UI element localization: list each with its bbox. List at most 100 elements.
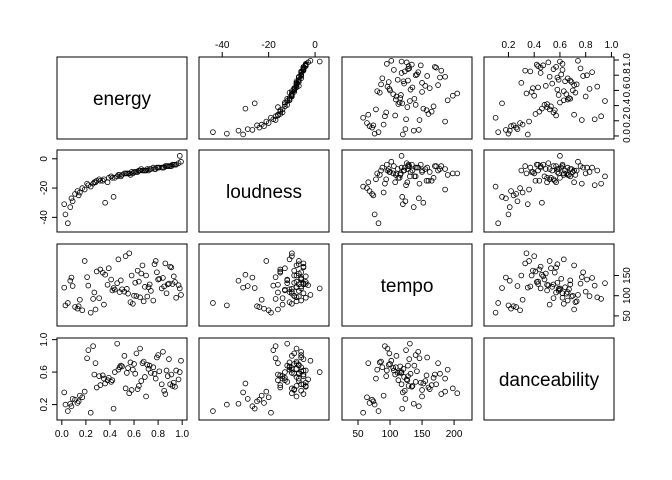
point xyxy=(571,306,577,313)
point xyxy=(514,283,521,289)
point xyxy=(268,409,274,416)
point xyxy=(506,127,513,134)
point xyxy=(545,282,552,289)
point xyxy=(124,370,130,376)
point xyxy=(570,292,576,299)
point xyxy=(531,170,537,177)
point xyxy=(508,188,514,194)
point xyxy=(433,381,439,388)
point xyxy=(132,370,139,377)
point xyxy=(602,173,608,180)
point xyxy=(523,170,530,177)
point xyxy=(97,382,104,388)
point xyxy=(109,377,116,384)
point xyxy=(138,270,145,277)
point xyxy=(366,188,373,194)
point xyxy=(406,356,413,362)
point xyxy=(432,64,438,70)
point xyxy=(364,185,370,191)
point xyxy=(522,67,528,74)
point xyxy=(510,303,517,310)
point xyxy=(492,114,499,121)
point xyxy=(116,172,123,178)
point xyxy=(272,343,279,349)
point xyxy=(369,396,375,403)
point xyxy=(517,307,523,314)
point xyxy=(282,369,288,375)
point xyxy=(108,379,114,385)
point xyxy=(503,195,509,202)
point xyxy=(419,89,425,95)
point xyxy=(90,343,96,349)
point xyxy=(423,177,430,184)
point xyxy=(400,131,406,138)
point xyxy=(84,180,90,187)
point xyxy=(401,387,408,394)
point xyxy=(419,169,425,175)
point xyxy=(579,117,585,123)
point xyxy=(114,280,120,286)
point xyxy=(254,398,260,405)
point xyxy=(235,277,242,284)
point xyxy=(524,131,531,138)
point xyxy=(517,185,523,191)
point xyxy=(557,99,563,106)
point xyxy=(553,112,559,119)
y-tick-label: 0.6 xyxy=(622,83,633,97)
point xyxy=(553,289,559,296)
point xyxy=(519,189,526,196)
point xyxy=(365,360,372,366)
panel-frame xyxy=(56,56,188,140)
point xyxy=(101,301,107,308)
x-tick-label: 0.6 xyxy=(127,429,141,440)
point xyxy=(399,100,405,107)
point xyxy=(279,295,286,301)
point xyxy=(142,284,148,290)
point xyxy=(270,347,277,353)
point xyxy=(398,170,404,177)
point xyxy=(360,409,366,416)
point xyxy=(244,283,251,289)
point xyxy=(577,163,584,169)
point xyxy=(499,285,505,291)
point xyxy=(127,359,134,366)
point xyxy=(210,129,216,135)
point xyxy=(178,292,184,298)
point xyxy=(586,293,593,299)
point xyxy=(296,258,302,264)
point xyxy=(582,288,589,295)
point xyxy=(300,290,307,297)
point xyxy=(402,126,409,132)
point xyxy=(397,363,404,370)
point xyxy=(426,386,433,392)
point xyxy=(409,383,416,389)
point xyxy=(244,126,251,132)
point xyxy=(562,78,568,85)
point xyxy=(544,104,550,110)
point xyxy=(514,198,521,205)
point xyxy=(557,58,563,65)
point xyxy=(154,269,160,276)
point xyxy=(277,384,284,391)
point xyxy=(531,92,537,99)
point xyxy=(160,275,166,281)
point xyxy=(524,201,531,207)
point xyxy=(392,112,398,119)
point xyxy=(161,164,167,171)
point xyxy=(251,100,258,107)
point xyxy=(506,277,513,284)
point xyxy=(403,182,409,188)
point xyxy=(242,271,249,278)
point xyxy=(254,303,260,310)
point xyxy=(410,204,417,210)
point xyxy=(564,297,571,304)
point xyxy=(272,274,279,280)
point xyxy=(573,81,580,88)
point xyxy=(126,390,133,397)
y-tick-label: -40 xyxy=(39,210,50,225)
x-tick-label: 0.8 xyxy=(579,40,593,51)
point xyxy=(409,61,415,68)
point xyxy=(176,369,183,375)
point xyxy=(564,172,571,178)
point xyxy=(539,199,545,206)
